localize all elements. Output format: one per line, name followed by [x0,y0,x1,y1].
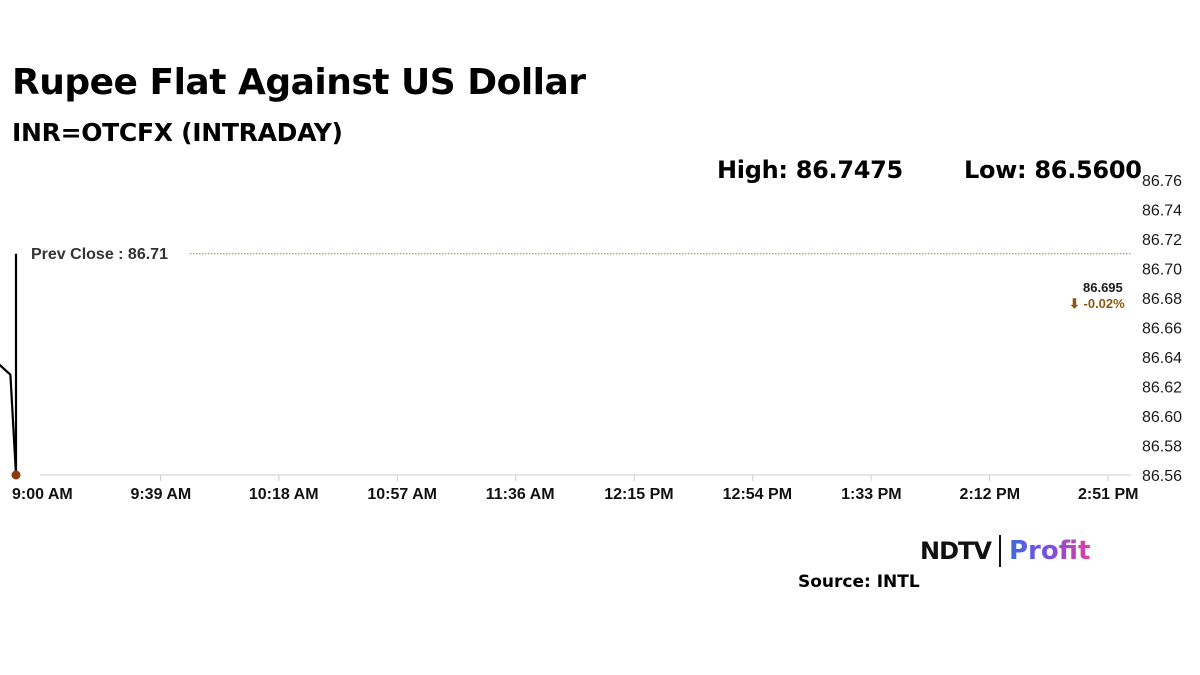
chart-subtitle: INR=OTCFX (INTRADAY) [12,118,343,147]
y-tick-label: 86.64 [1142,350,1182,367]
y-axis: 86.76 86.74 86.72 86.70 86.68 86.66 86.64 86.62… [1142,173,1182,485]
chart-title: Rupee Flat Against US Dollar [12,62,586,103]
y-tick-label: 86.74 [1142,203,1182,220]
x-axis: 9:00 AM 9:39 AM 10:18 AM 10:57 AM 11:36 AM 12… [12,474,1138,503]
x-tick-label: 10:57 AM [367,486,437,503]
x-tick-label: 9:00 AM [12,486,73,503]
y-tick-label: 86.58 [1142,439,1182,456]
last-price-change: ⬇ -0.02% [1069,296,1125,311]
x-tick-label: 11:36 AM [486,486,555,503]
y-tick-label: 86.56 [1142,468,1182,485]
x-tick-label: 10:18 AM [249,486,319,503]
x-tick-label: 2:51 PM [1078,486,1138,503]
ndtv-profit-logo: NDTV Profit [920,534,1090,568]
low-label: Low: 86.5600 [964,156,1142,184]
x-tick-label: 12:15 PM [604,486,673,503]
y-tick-label: 86.62 [1142,380,1182,397]
y-tick-label: 86.68 [1142,291,1182,308]
source-label: Source: INTL [798,572,920,592]
x-tick-label: 1:33 PM [841,486,901,503]
logo-ndtv: NDTV [920,537,992,565]
last-price-value: 86.695 [1083,280,1123,295]
y-tick-label: 86.72 [1142,232,1182,249]
low-marker [11,470,21,480]
y-tick-label: 86.60 [1142,409,1182,426]
high-label: High: 86.7475 [717,156,903,184]
logo-profit: Profit [1008,536,1091,566]
x-tick-label: 2:12 PM [960,486,1020,503]
x-tick-label: 9:39 AM [130,486,191,503]
x-tick-label: 12:54 PM [723,486,792,503]
y-tick-label: 86.76 [1142,173,1182,190]
logo-divider [998,535,1001,567]
prev-close-label: Prev Close : 86.71 [31,246,168,263]
y-tick-label: 86.70 [1142,262,1182,279]
y-tick-label: 86.66 [1142,321,1182,338]
price-line [0,253,18,477]
